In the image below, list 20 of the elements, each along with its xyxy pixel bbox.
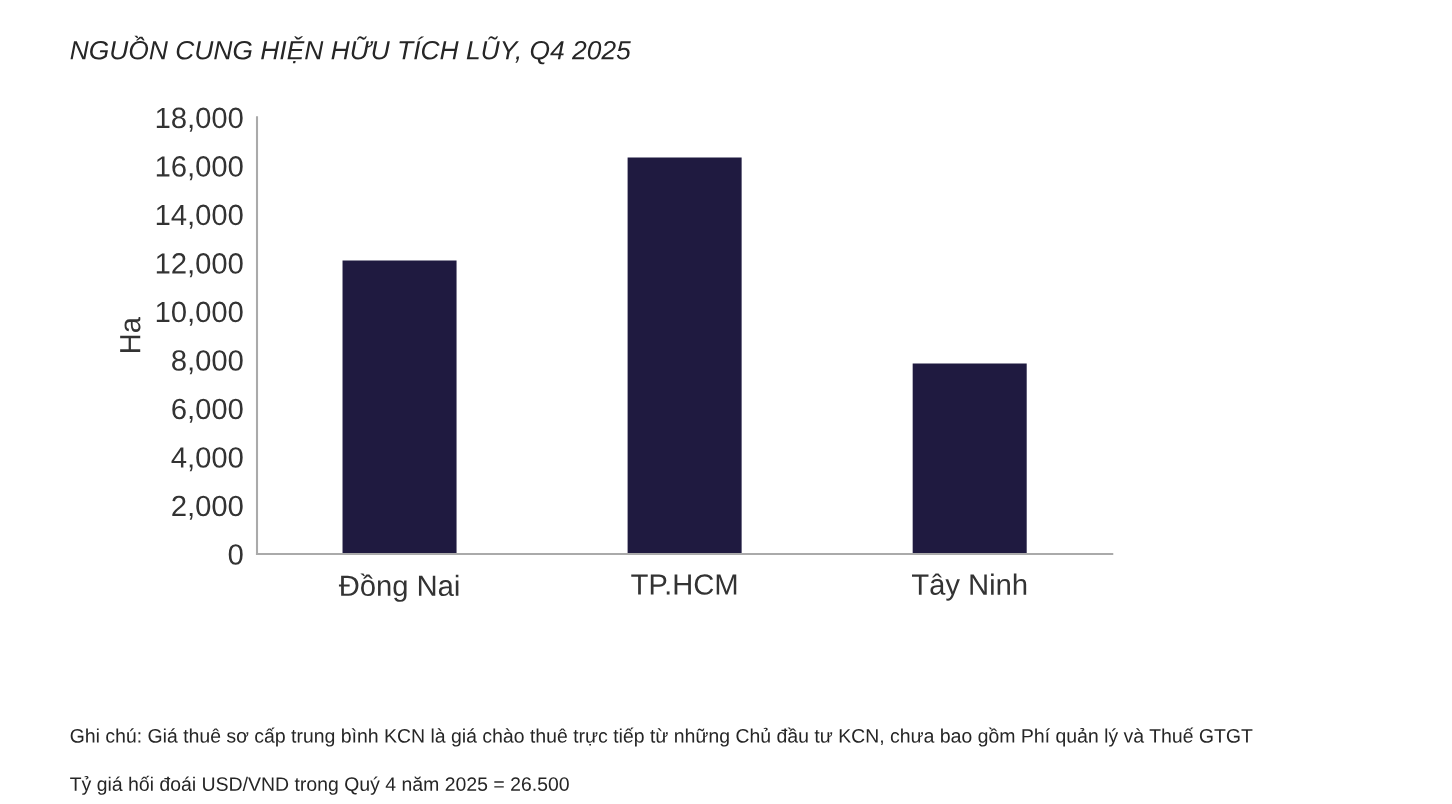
x-tick-label: Tây Ninh (912, 573, 1027, 601)
chart-title: NGUỒN CUNG HIỆN HỮU TÍCH LŨY, Q4 2025 (70, 35, 631, 65)
x-tick-label: TP.HCM (631, 574, 737, 595)
y-tick-label: 12,000 (156, 253, 243, 278)
bar (912, 363, 1027, 554)
bar (342, 260, 457, 554)
y-tick-label: 2,000 (172, 495, 243, 520)
y-tick-label: 0 (228, 544, 243, 565)
y-tick-label: 16,000 (156, 156, 243, 181)
y-tick-label: 6,000 (172, 398, 243, 423)
text: Ghi chú: Giá thuê sơ cấp trung bình KCN là giá chào thuê trực tiếp từ những Chủ đầu tư KCN, chưa bao gồm Phí quản lý và Thuế GTGT (70, 727, 1253, 747)
y-tick-label: 14,000 (156, 204, 243, 229)
y-tick-label: 10,000 (156, 301, 243, 326)
y-tick-label: 8,000 (172, 350, 243, 375)
y-tick-label: 4,000 (171, 447, 243, 472)
x-tick-label: Đồng Nai (338, 573, 459, 602)
y-axis-title: Ha (120, 317, 141, 352)
bar (627, 157, 742, 554)
y-tick-label: 18,000 (156, 107, 243, 132)
text: Tỷ giá hối đoái USD/VND trong Quý 4 năm 2025 = 26.500 (70, 775, 569, 795)
